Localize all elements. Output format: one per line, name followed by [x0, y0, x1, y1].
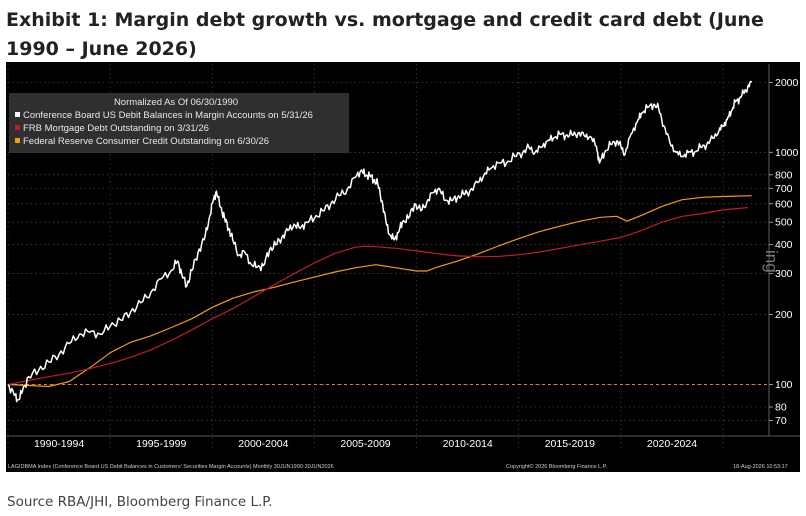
- x-tick-label: 2000-2004: [238, 438, 288, 450]
- x-tick-label: 2015-2019: [545, 438, 595, 450]
- series-consumer-credit: [7, 195, 752, 388]
- series-mortgage-debt: [7, 207, 748, 386]
- y-tick-label: 2000: [775, 77, 799, 89]
- legend: Normalized As Of 06/30/1990 Conference B…: [9, 93, 349, 153]
- y-tick-label: 700: [775, 183, 793, 195]
- series-lines: [7, 80, 753, 403]
- footer-right: 18-Aug-2026 10:53:17: [733, 464, 788, 470]
- y-tick-label: 500: [775, 217, 793, 229]
- x-tick-label: 1990-1994: [34, 438, 84, 450]
- y-tick-label: 1000: [775, 147, 799, 159]
- x-tick-label: 2005-2009: [340, 438, 390, 450]
- legend-label-consumer: Federal Reserve Consumer Credit Outstand…: [23, 136, 269, 147]
- y-tick-label: 70: [775, 415, 787, 427]
- legend-swatch-consumer: [15, 138, 20, 143]
- y-tick-label: 200: [775, 309, 793, 321]
- watermark: ing: [762, 250, 781, 273]
- legend-label-margin: Conference Board US Debit Balances in Ma…: [23, 110, 313, 121]
- legend-label-mortgage: FRB Mortgage Debt Outstanding on 3/31/26: [23, 123, 209, 134]
- legend-swatch-mortgage: [15, 125, 20, 130]
- x-tick-label: 2020-2024: [647, 438, 697, 450]
- legend-title: Normalized As Of 06/30/1990: [114, 97, 238, 108]
- series-margin-debt: [7, 80, 753, 403]
- x-tick-label: 1995-1999: [136, 438, 186, 450]
- y-tick-label: 100: [775, 379, 793, 391]
- y-tick-label: 300: [775, 268, 793, 280]
- page-title: Exhibit 1: Margin debt growth vs. mortga…: [6, 9, 764, 60]
- y-tick-label: 600: [775, 198, 793, 210]
- footer-left: LAGIDBMA Index (Conference Board US Debi…: [8, 464, 334, 470]
- y-tick-label: 80: [775, 401, 787, 413]
- footer-center: Copyright© 2026 Bloomberg Finance L.P.: [506, 463, 608, 470]
- source-note: Source RBA/JHI, Bloomberg Finance L.P.: [7, 494, 273, 510]
- y-tick-label: 800: [775, 169, 793, 181]
- chart-panel: 1990-1994 1995-1999 2000-2004 2005-2009 2010…: [6, 62, 800, 472]
- y-axis-ticks: 70 80 100 200 300 400 500 600 700 800 1000 2000: [769, 77, 799, 427]
- line-chart: 1990-1994 1995-1999 2000-2004 2005-2009 2010…: [6, 62, 800, 472]
- x-tick-label: 2010-2014: [443, 438, 493, 450]
- legend-swatch-margin: [15, 112, 20, 117]
- legend-box: [9, 93, 349, 153]
- y-tick-label: 400: [775, 239, 793, 251]
